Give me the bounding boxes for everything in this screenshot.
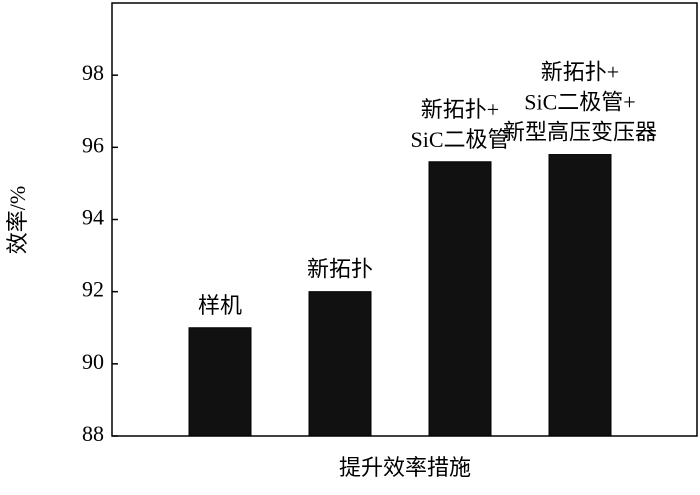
bar-label: 新拓扑+ [541, 60, 619, 85]
y-tick-label: 92 [82, 277, 104, 302]
bar [428, 161, 492, 437]
bar [308, 291, 372, 437]
bar-label: SiC二极管 [410, 127, 509, 152]
y-tick-label: 88 [82, 421, 104, 446]
bar-label: 样机 [198, 293, 242, 318]
bar [548, 154, 612, 437]
bar-label: 新拓扑 [307, 257, 373, 282]
bar-label: SiC二极管+ [524, 90, 635, 115]
bar-label: 新型高压变压器 [503, 120, 657, 145]
y-tick-label: 98 [82, 60, 104, 85]
y-tick-label: 96 [82, 132, 104, 157]
bar-label: 新拓扑+ [421, 97, 499, 122]
bar [188, 327, 252, 437]
y-axis-label: 效率/% [5, 186, 30, 254]
x-axis-label: 提升效率措施 [339, 455, 471, 480]
y-tick-label: 90 [82, 349, 104, 374]
y-tick-label: 94 [82, 205, 104, 230]
